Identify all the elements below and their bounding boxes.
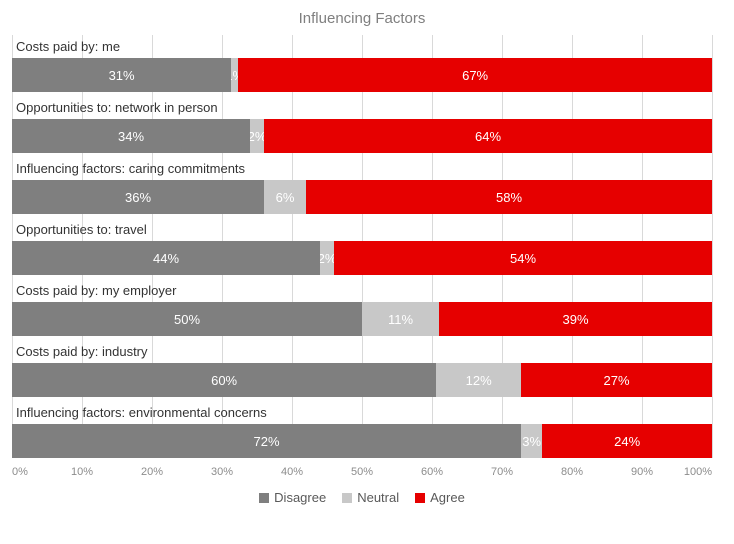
axis-tick: 60% [421, 466, 443, 478]
bar-segment-neutral: 11% [362, 302, 439, 336]
bar-value-label: 44% [153, 251, 179, 266]
axis-tick: 80% [561, 466, 583, 478]
table-row: Influencing factors: environmental conce… [12, 401, 712, 458]
axis-tick: 0% [12, 466, 28, 478]
bar-segment-agree: 54% [334, 241, 712, 275]
bar-segment-neutral: 6% [264, 180, 306, 214]
category-label: Costs paid by: me [12, 35, 712, 58]
axis-tick: 90% [631, 466, 653, 478]
table-row: Costs paid by: my employer 50% 11% 39% [12, 279, 712, 336]
bar-segment-neutral: 3% [521, 424, 542, 458]
bar-segment-disagree: 72% [12, 424, 521, 458]
bar-segment-disagree: 36% [12, 180, 264, 214]
grid-line [712, 35, 713, 458]
bar-segment-neutral: 2% [250, 119, 264, 153]
bar-value-label: 27% [604, 373, 630, 388]
legend-label: Disagree [274, 490, 326, 505]
bar-track: 31% 1% 67% [12, 58, 712, 92]
chart-title: Influencing Factors [10, 10, 714, 27]
bar-segment-agree: 58% [306, 180, 712, 214]
bar-track: 72% 3% 24% [12, 424, 712, 458]
bar-segment-disagree: 34% [12, 119, 250, 153]
bar-value-label: 39% [562, 312, 588, 327]
axis-tick: 10% [71, 466, 93, 478]
bar-segment-disagree: 31% [12, 58, 231, 92]
table-row: Opportunities to: travel 44% 2% 54% [12, 218, 712, 275]
bar-segment-agree: 67% [238, 58, 712, 92]
axis-tick: 100% [684, 466, 712, 478]
legend-item-disagree: Disagree [259, 490, 326, 505]
bar-value-label: 64% [475, 129, 501, 144]
bar-segment-disagree: 44% [12, 241, 320, 275]
legend-swatch [342, 493, 352, 503]
bar-value-label: 54% [510, 251, 536, 266]
category-label: Opportunities to: network in person [12, 96, 712, 119]
bar-value-label: 12% [466, 373, 492, 388]
bar-value-label: 50% [174, 312, 200, 327]
bar-value-label: 31% [109, 68, 135, 83]
bar-value-label: 3% [522, 434, 541, 449]
axis-tick: 70% [491, 466, 513, 478]
category-label: Influencing factors: environmental conce… [12, 401, 712, 424]
bar-segment-disagree: 50% [12, 302, 362, 336]
axis-tick: 30% [211, 466, 233, 478]
axis-tick: 20% [141, 466, 163, 478]
bar-value-label: 36% [125, 190, 151, 205]
legend: Disagree Neutral Agree [10, 490, 714, 506]
bar-track: 44% 2% 54% [12, 241, 712, 275]
axis-tick: 50% [351, 466, 373, 478]
x-axis: 0% 10% 20% 30% 40% 50% 60% 70% 80% 90% 100% [12, 462, 712, 484]
bar-segment-agree: 39% [439, 302, 712, 336]
legend-item-neutral: Neutral [342, 490, 399, 505]
category-label: Costs paid by: industry [12, 340, 712, 363]
bar-value-label: 2% [320, 251, 334, 266]
bar-track: 60% 12% 27% [12, 363, 712, 397]
category-label: Costs paid by: my employer [12, 279, 712, 302]
table-row: Influencing factors: caring commitments3… [12, 157, 712, 214]
bar-segment-neutral: 1% [231, 58, 238, 92]
table-row: Opportunities to: network in person 34% 2%… [12, 96, 712, 153]
bar-segment-neutral: 2% [320, 241, 334, 275]
bar-value-label: 67% [462, 68, 488, 83]
bar-segment-agree: 24% [542, 424, 712, 458]
legend-swatch [259, 493, 269, 503]
plot-area: Costs paid by: me 31% 1% 67% Opportunities t… [12, 35, 712, 458]
bar-value-label: 2% [250, 129, 264, 144]
bar-value-label: 60% [211, 373, 237, 388]
bar-track: 34% 2% 64% [12, 119, 712, 153]
table-row: Costs paid by: industry 60% 12% 27% [12, 340, 712, 397]
legend-label: Neutral [357, 490, 399, 505]
bar-value-label: 24% [614, 434, 640, 449]
axis-tick: 40% [281, 466, 303, 478]
bar-track: 36% 6% 58% [12, 180, 712, 214]
table-row: Costs paid by: me 31% 1% 67% [12, 35, 712, 92]
bar-value-label: 72% [254, 434, 280, 449]
bar-rows: Costs paid by: me 31% 1% 67% Opportunities t… [12, 35, 712, 458]
legend-label: Agree [430, 490, 465, 505]
bar-value-label: 1% [231, 68, 238, 83]
bar-value-label: 34% [118, 129, 144, 144]
legend-swatch [415, 493, 425, 503]
bar-value-label: 6% [276, 190, 295, 205]
legend-item-agree: Agree [415, 490, 465, 505]
bar-segment-agree: 64% [264, 119, 712, 153]
bar-value-label: 11% [388, 312, 413, 327]
bar-segment-neutral: 12% [436, 363, 521, 397]
category-label: Opportunities to: travel [12, 218, 712, 241]
bar-track: 50% 11% 39% [12, 302, 712, 336]
bar-value-label: 58% [496, 190, 522, 205]
bar-segment-disagree: 60% [12, 363, 436, 397]
bar-segment-agree: 27% [521, 363, 712, 397]
category-label: Influencing factors: caring commitments [12, 157, 712, 180]
